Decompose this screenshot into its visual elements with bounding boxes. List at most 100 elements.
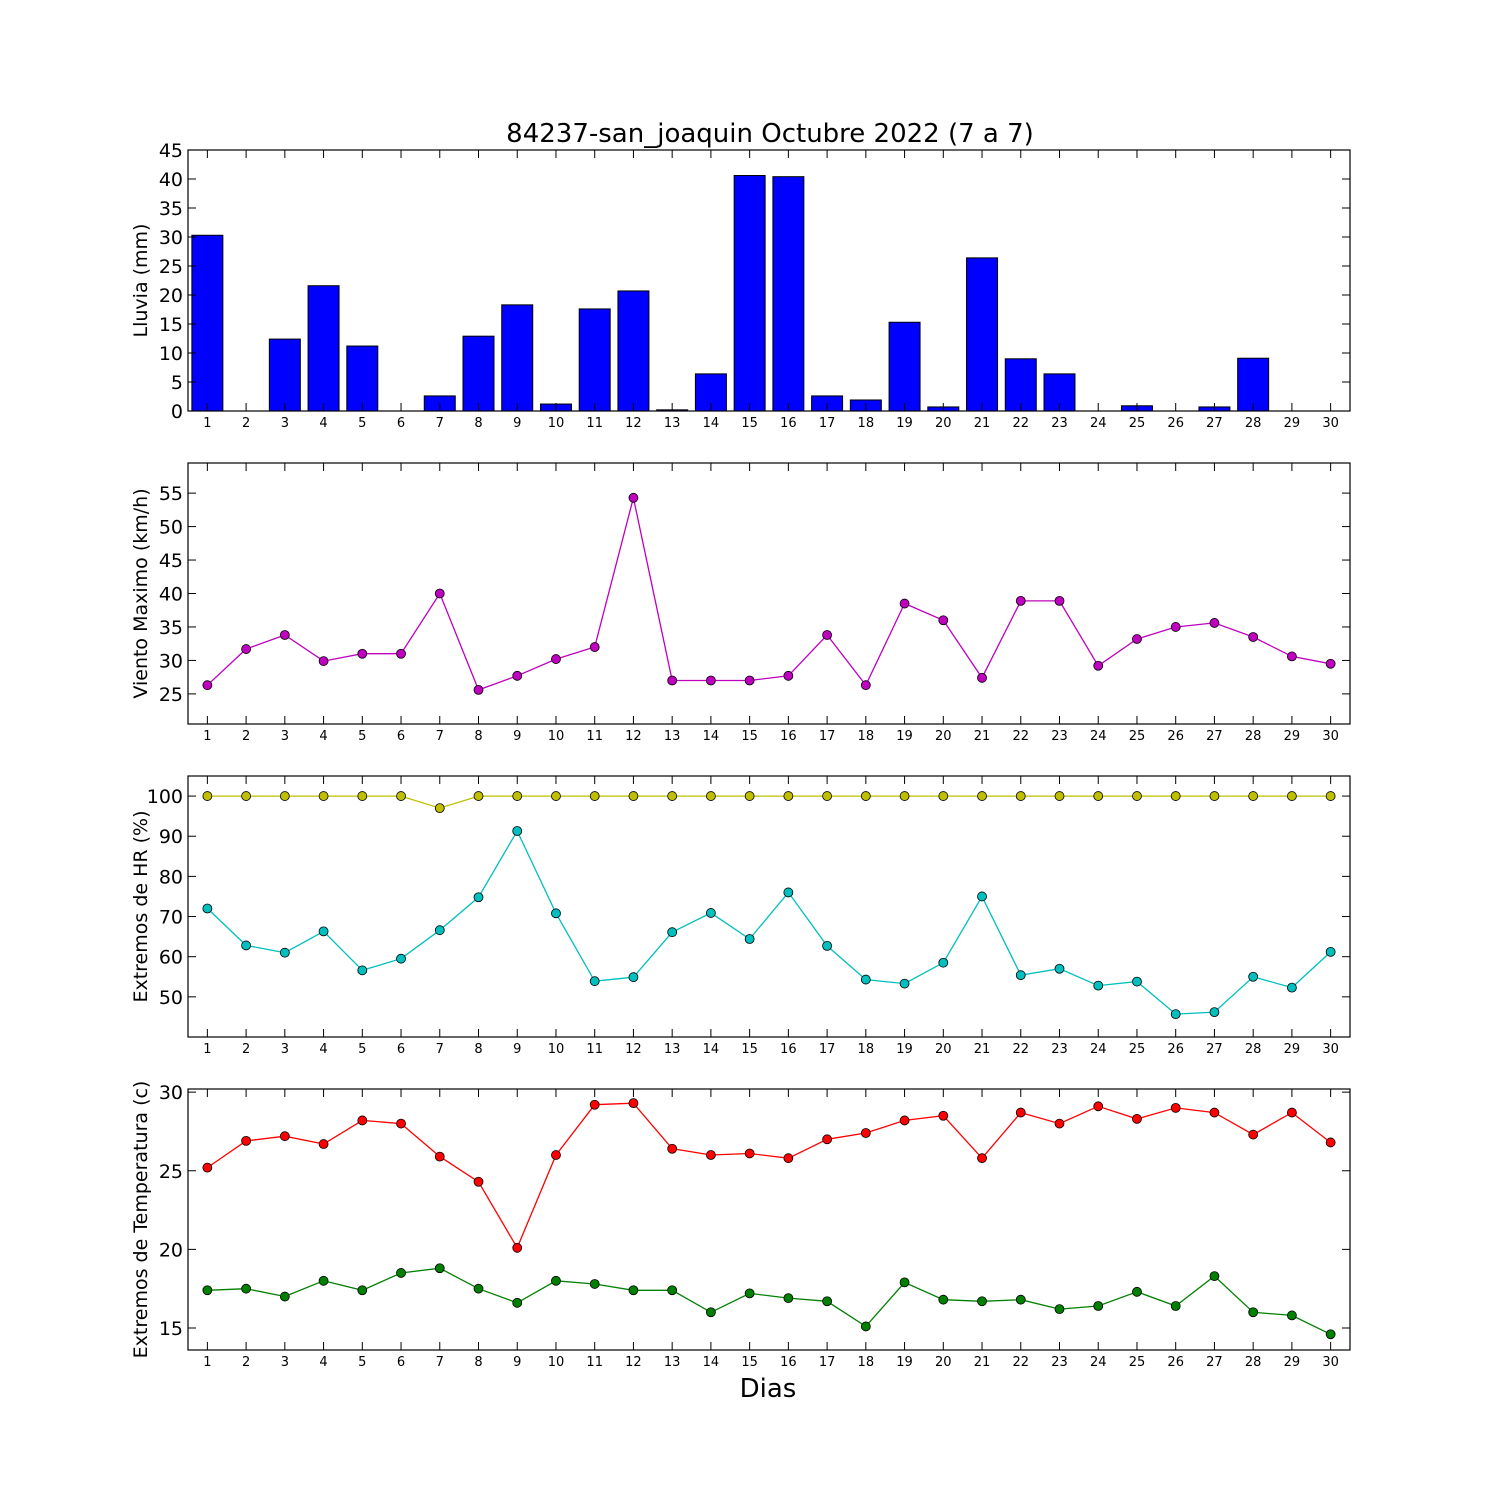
y-tick-label: 20: [159, 285, 183, 307]
data-point: [396, 953, 406, 964]
data-point: [822, 791, 832, 801]
data-point: [1093, 660, 1104, 671]
x-tick-label: 18: [858, 416, 875, 431]
x-tick-label: 1: [203, 1042, 211, 1057]
data-point: [551, 654, 561, 664]
data-point: [706, 791, 716, 801]
x-tick-label: 2: [242, 1355, 250, 1370]
data-point: [318, 656, 329, 666]
data-point: [357, 648, 368, 659]
y-tick-label: 45: [159, 550, 183, 572]
data-point: [512, 1242, 523, 1253]
y-tick-label: 30: [159, 227, 183, 249]
data-point: [1325, 946, 1336, 957]
data-point: [1015, 1294, 1026, 1305]
x-tick-label: 20: [935, 729, 952, 744]
data-point: [1248, 791, 1259, 801]
data-point: [279, 947, 290, 958]
data-point: [899, 1115, 910, 1126]
data-point: [551, 1275, 561, 1286]
x-tick-label: 14: [703, 1042, 720, 1057]
x-tick-label: 27: [1206, 729, 1223, 744]
data-point: [628, 972, 639, 983]
data-point: [783, 791, 794, 801]
x-tick-label: 4: [319, 1042, 327, 1057]
x-tick-label: 6: [397, 729, 405, 744]
data-point: [241, 791, 252, 801]
chart-title: 84237-san_joaquin Octubre 2022 (7 a 7): [506, 119, 1034, 149]
plot-frame: [187, 149, 1351, 412]
x-tick-label: 16: [780, 416, 797, 431]
bar: [307, 285, 340, 412]
data-point: [628, 791, 639, 801]
data-point: [318, 1139, 329, 1149]
data-point: [1093, 980, 1104, 991]
data-point: [860, 1128, 871, 1138]
data-point: [783, 1153, 794, 1164]
x-tick-label: 4: [319, 729, 327, 744]
y-tick-label: 40: [159, 584, 183, 606]
x-tick-label: 2: [242, 729, 250, 744]
x-tick-label: 14: [703, 416, 720, 431]
y-tick-label: 25: [159, 1161, 183, 1183]
data-point: [1170, 622, 1181, 632]
data-point: [279, 630, 290, 640]
data-point: [1093, 1101, 1104, 1112]
x-tick-label: 7: [436, 416, 444, 431]
x-tick-label: 28: [1245, 1355, 1262, 1370]
data-point: [977, 672, 987, 683]
data-point: [434, 925, 445, 936]
data-point: [473, 1176, 484, 1187]
data-point: [1054, 791, 1065, 801]
data-point: [899, 791, 910, 801]
data-point: [512, 1297, 523, 1308]
plot-area: [188, 1089, 1350, 1350]
data-point: [1287, 791, 1297, 801]
x-tick-label: 19: [896, 416, 913, 431]
x-tick-label: 5: [358, 729, 366, 744]
x-tick-label: 11: [586, 1355, 603, 1370]
data-point: [1325, 791, 1336, 801]
series-line-1: [207, 795, 1331, 809]
x-tick-label: 7: [436, 1042, 444, 1057]
x-tick-label: 1: [203, 1355, 211, 1370]
data-point: [202, 791, 213, 801]
data-point: [822, 1296, 832, 1307]
y-tick-label: 30: [159, 650, 183, 672]
data-point: [860, 974, 871, 985]
data-point: [1170, 1301, 1181, 1311]
x-tick-label: 13: [664, 729, 681, 744]
x-tick-label: 25: [1129, 1355, 1146, 1370]
x-tick-label: 28: [1245, 729, 1262, 744]
data-point: [1287, 1310, 1297, 1321]
series-line-1: [207, 1102, 1331, 1250]
data-point: [241, 1283, 252, 1294]
y-tick-label: 90: [159, 826, 183, 848]
data-point: [1248, 1129, 1259, 1140]
y-tick-label: 80: [159, 866, 183, 888]
data-point: [1132, 791, 1142, 801]
x-tick-label: 26: [1167, 1042, 1184, 1057]
data-point: [667, 1143, 678, 1154]
x-tick-label: 30: [1322, 1042, 1339, 1057]
data-point: [279, 1291, 290, 1302]
data-point: [241, 644, 252, 654]
data-point: [1287, 1107, 1297, 1118]
data-point: [1093, 791, 1104, 801]
data-point: [589, 1279, 600, 1289]
data-point: [1287, 982, 1297, 993]
x-tick-label: 12: [625, 729, 642, 744]
x-tick-label: 16: [780, 1355, 797, 1370]
data-point: [279, 791, 290, 801]
data-point: [938, 957, 949, 968]
data-point: [1248, 1307, 1259, 1318]
x-tick-label: 29: [1284, 1042, 1301, 1057]
data-point: [589, 791, 600, 801]
data-point: [473, 1283, 484, 1294]
x-tick-label: 11: [586, 416, 603, 431]
data-point: [1170, 1009, 1181, 1020]
data-point: [822, 1134, 832, 1145]
x-tick-label: 10: [548, 1355, 565, 1370]
